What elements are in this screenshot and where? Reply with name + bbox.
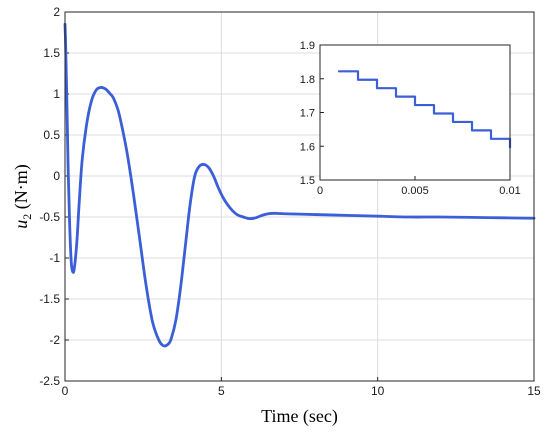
- y-tick-label: -0.5: [39, 210, 60, 224]
- y-tick-label: 1.5: [300, 175, 315, 187]
- x-tick-label: 5: [218, 384, 225, 398]
- y-tick-label: 1.8: [300, 74, 315, 86]
- inset-ticks: 0 0.005 0.01 1.5 1.6 1.7 1.8 1.9: [300, 40, 521, 197]
- y-tick-label: 1.7: [300, 108, 315, 120]
- y-axis-label-var: u: [11, 220, 31, 229]
- y-tick-label: -2.5: [39, 374, 60, 388]
- x-tick-label: 0.01: [499, 185, 520, 197]
- inset-series: [337, 70, 512, 149]
- x-axis-label: Time (sec): [261, 406, 338, 427]
- y-tick-label: 1.5: [43, 46, 60, 60]
- inset-plot-frame: [319, 44, 511, 181]
- y-axis-label: u2 (N·m): [11, 164, 34, 228]
- y-tick-label: 1.9: [300, 40, 315, 52]
- y-axis-label-unit: (N·m): [11, 164, 32, 213]
- x-tick-label: 0: [62, 384, 69, 398]
- y-tick-label: 1: [53, 87, 60, 101]
- x-tick-label: 10: [371, 384, 385, 398]
- x-tick-label: 0.005: [401, 185, 429, 197]
- inset-plot-area: [320, 45, 510, 180]
- y-tick-label: 0.5: [43, 128, 60, 142]
- series-line: [337, 70, 512, 149]
- main-plot-frame: [64, 11, 535, 382]
- y-axis-label-sub: 2: [20, 214, 34, 220]
- main-series: [63, 22, 536, 348]
- y-tick-label: -1.5: [39, 292, 60, 306]
- series-line: [63, 22, 536, 348]
- x-tick-label: 15: [527, 384, 541, 398]
- y-tick-label: -1: [49, 251, 60, 265]
- y-tick-label: 0: [53, 169, 60, 183]
- y-tick-label: -2: [49, 333, 60, 347]
- y-tick-label: 1.6: [300, 141, 315, 153]
- y-tick-label: 2: [53, 5, 60, 19]
- x-tick-label: 0: [317, 185, 323, 197]
